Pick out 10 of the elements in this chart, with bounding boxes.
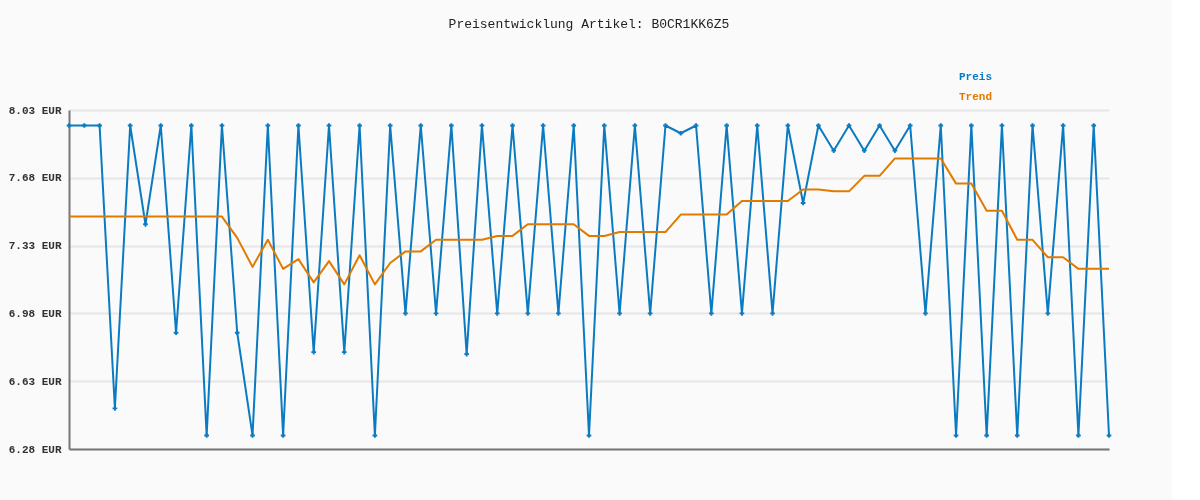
- chart-title: Preisentwicklung Artikel: B0CR1KK6Z5: [448, 17, 730, 32]
- y-tick-label: 6.28 EUR: [8, 443, 62, 456]
- line-series: [68, 157, 1110, 286]
- y-tick-label: 6.98 EUR: [8, 307, 62, 320]
- y-tick-label: 7.33 EUR: [8, 240, 62, 253]
- text: Trend: [959, 91, 993, 103]
- y-tick-label: 8.03 EUR: [8, 104, 62, 117]
- y-tick-label: 6.63 EUR: [8, 375, 62, 388]
- y-tick-label: 7.68 EUR: [8, 172, 62, 185]
- text: Preis: [959, 71, 993, 83]
